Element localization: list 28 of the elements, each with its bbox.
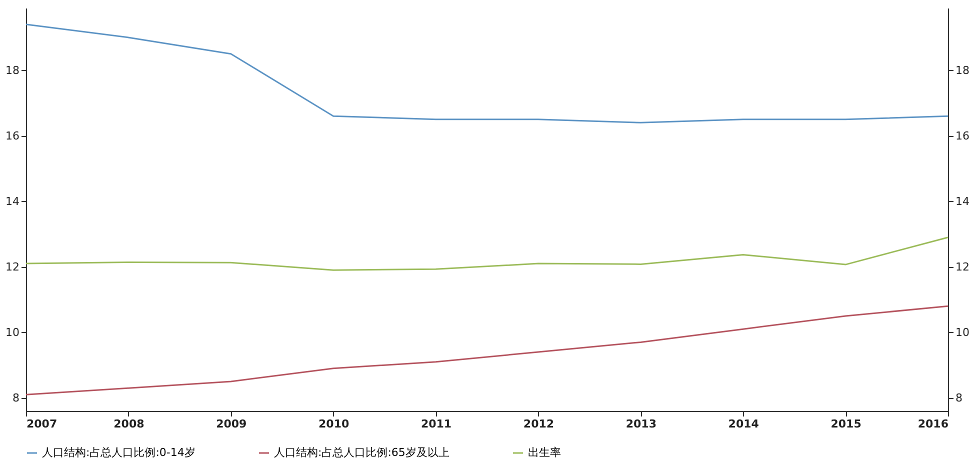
y-tick-label: 8 (12, 391, 20, 404)
y-tick-label: 18 (6, 64, 20, 77)
y2-tick-label: 8 (956, 391, 962, 404)
y2-tick-label: 18 (956, 64, 970, 77)
y2-tick-label: 12 (956, 260, 970, 274)
x-tick-label: 2012 (523, 418, 554, 430)
y-tick-label: 16 (6, 129, 20, 142)
line-series (25, 305, 949, 396)
legend-label: 人口结构:占总人口比例:0-14岁 (42, 446, 196, 459)
legend-label: 出生率 (528, 446, 561, 459)
y2-tick-label: 10 (956, 326, 970, 339)
y-tick-label: 10 (6, 326, 20, 339)
x-tick-label: 2016 (918, 418, 949, 430)
x-tick-label: 2011 (420, 418, 452, 430)
x-tick-label: 2013 (626, 418, 656, 430)
x-tick-label: 2015 (830, 418, 862, 430)
legend-label: 人口结构:占总人口比例:65岁及以上 (274, 446, 450, 459)
y-tick-label: 12 (6, 260, 20, 274)
x-tick-label: 2014 (728, 418, 760, 430)
y2-tick-label: 14 (956, 194, 970, 208)
y2-tick-label: 16 (956, 129, 970, 142)
y-tick-label: 14 (6, 194, 20, 208)
x-tick-label: 2009 (216, 418, 247, 430)
x-tick-label: 2008 (114, 418, 144, 430)
line-series (25, 236, 949, 271)
x-tick-label: 2007 (26, 418, 58, 430)
x-tick-label: 2010 (318, 418, 350, 430)
line-series (25, 24, 949, 124)
